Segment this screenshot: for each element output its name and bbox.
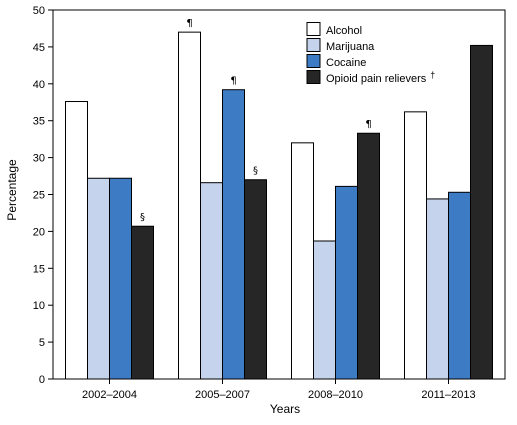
legend-swatch bbox=[306, 38, 321, 52]
bar-cocaine bbox=[222, 89, 245, 380]
legend-label: Marijuana bbox=[326, 41, 375, 53]
bar-cocaine bbox=[448, 191, 471, 380]
legend-label: Cocaine bbox=[326, 57, 366, 69]
x-axis-title: Years bbox=[270, 402, 300, 416]
bar-annotation: ¶ bbox=[186, 18, 192, 29]
bar-marijuana bbox=[87, 177, 110, 380]
y-tick-label: 35 bbox=[33, 116, 45, 128]
y-tick-label: 30 bbox=[33, 153, 45, 165]
bar-alcohol bbox=[65, 101, 88, 380]
legend-swatch bbox=[306, 70, 321, 84]
bar-annotation: § bbox=[253, 166, 258, 177]
annotations-group: § ¶ ¶ § ¶ bbox=[140, 18, 372, 223]
bar-cocaine bbox=[109, 177, 132, 380]
x-tick-label: 2002–2004 bbox=[82, 389, 137, 401]
bar-opioid-pain-relievers bbox=[470, 44, 493, 380]
x-tick-label: 2005–2007 bbox=[195, 389, 250, 401]
bar-cocaine bbox=[335, 185, 358, 380]
y-tick-label: 45 bbox=[33, 42, 45, 54]
bar-marijuana bbox=[200, 182, 223, 380]
y-tick-label: 25 bbox=[33, 190, 45, 202]
bar-opioid-pain-relievers bbox=[131, 225, 154, 380]
y-tick-label: 10 bbox=[33, 300, 45, 312]
bar-opioid-pain-relievers bbox=[244, 179, 267, 380]
y-tick-label: 0 bbox=[39, 374, 45, 386]
x-axis: 2002–2004 2005–2007 2008–2010 2011–2013 bbox=[82, 379, 476, 401]
bar-alcohol bbox=[291, 142, 314, 380]
legend-label: Alcohol bbox=[326, 25, 362, 37]
legend-label: Opioid pain relievers † bbox=[326, 70, 435, 85]
bar-marijuana bbox=[313, 240, 336, 380]
y-tick-label: 5 bbox=[39, 337, 45, 349]
legend-footnote-mark: † bbox=[430, 70, 435, 80]
y-tick-label: 15 bbox=[33, 263, 45, 275]
y-tick-label: 20 bbox=[33, 226, 45, 238]
x-tick-label: 2011–2013 bbox=[421, 389, 475, 401]
bar-alcohol bbox=[404, 111, 427, 380]
bar-annotation: § bbox=[140, 212, 145, 223]
x-tick-label: 2008–2010 bbox=[308, 389, 363, 401]
bar-annotation: ¶ bbox=[230, 76, 236, 87]
bar-opioid-pain-relievers bbox=[357, 132, 380, 380]
legend-swatch bbox=[306, 22, 321, 36]
y-axis: 0 5 10 15 20 25 30 35 40 45 50 bbox=[33, 5, 53, 386]
y-axis-title: Percentage bbox=[5, 159, 19, 221]
bar-annotation: ¶ bbox=[365, 119, 371, 130]
bar-marijuana bbox=[426, 198, 449, 380]
legend-swatch bbox=[306, 54, 321, 68]
bar-alcohol bbox=[178, 31, 201, 380]
y-tick-label: 40 bbox=[33, 79, 45, 91]
y-tick-label: 50 bbox=[33, 5, 45, 17]
bars-group bbox=[65, 31, 493, 380]
